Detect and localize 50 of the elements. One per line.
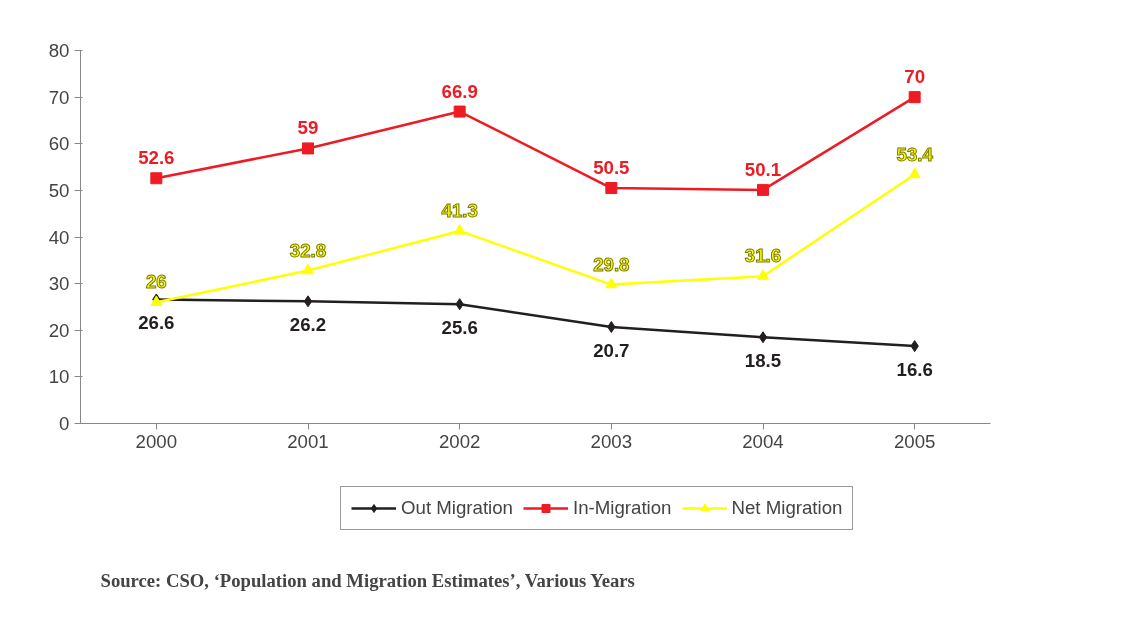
x-tick-label: 2003 (590, 430, 633, 452)
point (605, 182, 618, 195)
data-label: 41.3 (441, 199, 478, 221)
data-label: 32.8 (289, 239, 327, 261)
point (908, 91, 921, 104)
y-tick-label: 50 (48, 179, 70, 201)
data-label: 26 (145, 271, 167, 293)
legend-label: Net Migration (731, 497, 843, 519)
point (908, 167, 921, 179)
data-label: 31.6 (744, 245, 782, 267)
point (453, 224, 466, 235)
x-tick-label: 2005 (893, 430, 936, 452)
data-label: 70 (904, 66, 926, 88)
data-label: 18.5 (744, 350, 782, 372)
point (757, 269, 769, 280)
point (303, 295, 313, 308)
x-tick-label: 2001 (287, 430, 329, 452)
data-label: 50.1 (744, 158, 782, 180)
y-tick-label: 20 (48, 319, 70, 341)
y-tick-label: 30 (48, 273, 70, 295)
data-label: 26.6 (138, 312, 175, 334)
legend-label: In-Migration (572, 497, 672, 519)
data-label: 50.5 (593, 157, 630, 179)
point (453, 105, 466, 118)
data-label: 29.8 (593, 253, 630, 275)
point (302, 263, 314, 275)
data-label: 59 (297, 117, 319, 139)
data-label: 26.2 (289, 314, 327, 336)
data-label: 20.7 (593, 339, 630, 361)
x-tick-label: 2004 (742, 430, 784, 452)
point (758, 331, 768, 344)
y-tick-label: 10 (48, 366, 70, 388)
data-label: 52.6 (138, 147, 175, 169)
y-tick-label: 40 (48, 226, 70, 248)
y-tick-label: 80 (48, 40, 70, 61)
data-label: 53.4 (896, 143, 934, 165)
y-tick-label: 0 (59, 413, 70, 434)
data-label: 66.9 (441, 80, 478, 102)
y-tick-label: 70 (48, 86, 70, 108)
x-tick-label: 2002 (438, 430, 481, 452)
point (605, 277, 618, 289)
source-note: Source: CSO, ‘Population and Migration Estimates’, Various Years (100, 569, 635, 591)
point (302, 142, 314, 155)
point (757, 183, 769, 196)
y-tick-label: 60 (48, 133, 70, 155)
data-label: 25.6 (441, 317, 478, 339)
point (150, 172, 163, 185)
x-tick-label: 2000 (135, 430, 178, 452)
legend-label: Out Migration (401, 497, 513, 519)
data-label: 16.6 (896, 359, 933, 381)
